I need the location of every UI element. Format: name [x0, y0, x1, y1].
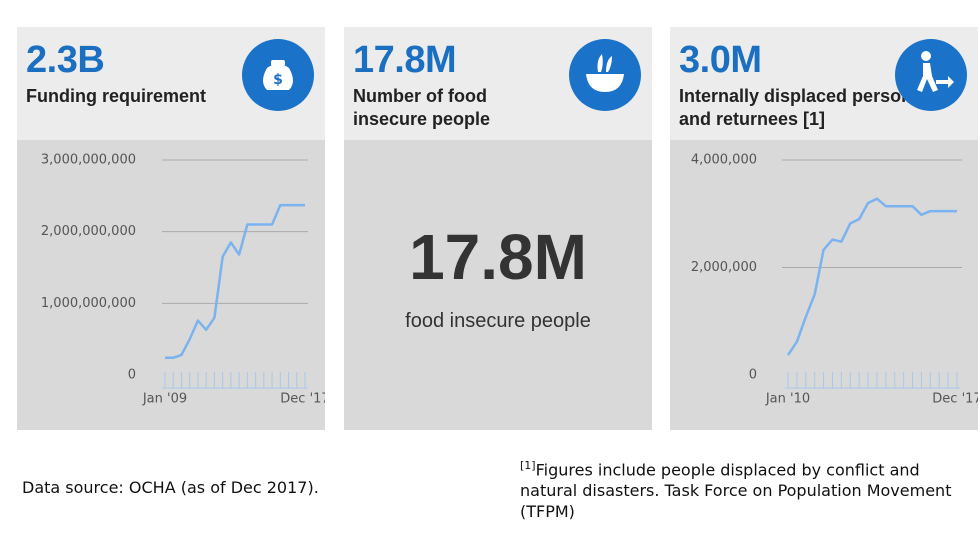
stat-value: 17.8M — [353, 39, 457, 81]
icon: $ — [242, 39, 314, 111]
data-line — [165, 203, 305, 360]
icon — [895, 39, 967, 111]
card: 17.8M Number of food insecure people 17.… — [344, 27, 652, 430]
card-body: 0 2,000,000 4,000,000 Jan '10 Dec '17 — [670, 140, 978, 430]
x-tick-label: Jan '09 — [142, 392, 187, 407]
y-tick-label: 2,000,000 — [691, 260, 757, 275]
x-tick-label: Jan '10 — [765, 392, 810, 407]
footnote-text: Figures include people displaced by conf… — [520, 460, 952, 522]
chart: 0 1,000,000,000 2,000,000,000 3,000,000,000… — [41, 153, 325, 407]
card-header: 3.0M Internally displaced persons and re… — [670, 27, 978, 140]
card-header: 2.3B Funding requirement $ — [17, 27, 325, 140]
card-body: 17.8M food insecure people — [344, 140, 652, 430]
data-line — [786, 197, 957, 356]
card: 3.0M Internally displaced persons and re… — [670, 27, 978, 430]
data-source: Data source: OCHA (as of Dec 2017). — [22, 478, 319, 497]
card-body: 0 1,000,000,000 2,000,000,000 3,000,000,000… — [17, 140, 325, 430]
chart: 0 2,000,000 4,000,000 Jan '10 Dec '17 — [691, 153, 978, 407]
stat-label: Internally displaced persons and returne… — [679, 86, 923, 129]
x-tick-label: Dec '17 — [280, 392, 325, 407]
card: 2.3B Funding requirement $ 0 1,000,000,00… — [17, 27, 325, 430]
highlight-value: 17.8M — [409, 221, 587, 293]
stat-label: Funding requirement — [26, 86, 206, 106]
stat-value: 3.0M — [679, 39, 762, 81]
y-tick-label: 0 — [749, 368, 757, 383]
footnote-marker: [1] — [520, 459, 536, 472]
y-tick-label: 2,000,000,000 — [41, 224, 136, 239]
stat-label: Number of food insecure people — [353, 86, 491, 129]
card-header: 17.8M Number of food insecure people — [344, 27, 652, 140]
highlight-caption: food insecure people — [405, 310, 591, 332]
footnote: [1]Figures include people displaced by c… — [520, 455, 970, 522]
y-tick-label: 4,000,000 — [691, 153, 757, 168]
y-tick-label: 1,000,000,000 — [41, 296, 136, 311]
icon — [569, 39, 641, 111]
x-tick-label: Dec '17 — [932, 392, 978, 407]
y-tick-label: 3,000,000,000 — [41, 153, 136, 168]
stat-value: 2.3B — [26, 39, 105, 81]
svg-text:$: $ — [273, 72, 283, 88]
y-tick-label: 0 — [128, 368, 136, 383]
